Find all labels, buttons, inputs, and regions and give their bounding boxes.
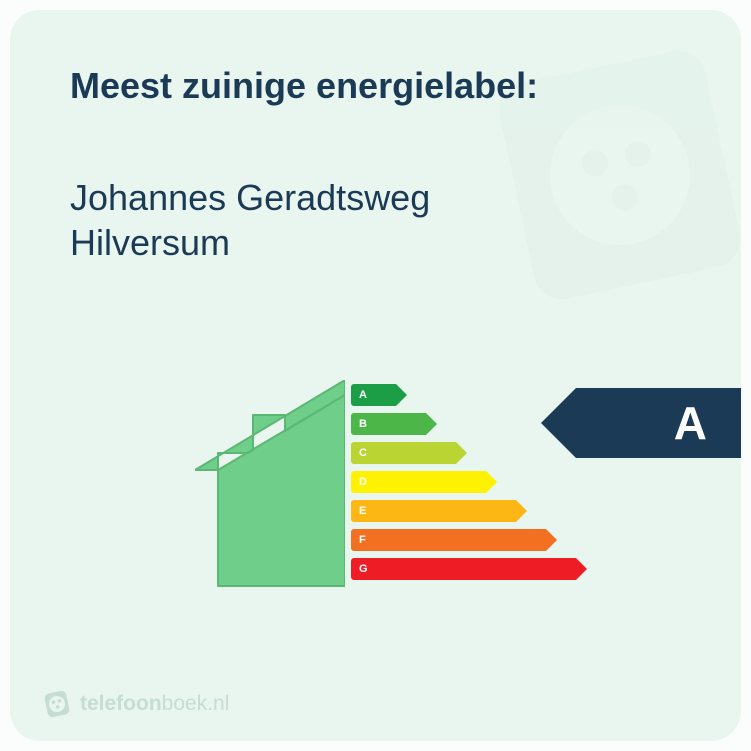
energy-bar-label: F	[359, 534, 366, 546]
energy-bar-f: F	[351, 529, 546, 551]
energy-bar-a: A	[351, 384, 396, 406]
footer-brand: telefoonboek.nl	[42, 689, 229, 719]
energy-bar-label: C	[359, 447, 367, 459]
energy-bar-d: D	[351, 471, 486, 493]
card-subtitle: Johannes GeradtswegHilversum	[70, 175, 430, 265]
rating-badge: A	[541, 388, 741, 458]
energy-bar-label: G	[359, 563, 368, 575]
energy-bar-g: G	[351, 558, 576, 580]
phonebook-icon	[39, 686, 75, 722]
energy-bar-c: C	[351, 442, 456, 464]
energy-bar-b: B	[351, 413, 426, 435]
energy-bar-label: D	[359, 476, 367, 488]
energy-bar-e: E	[351, 500, 516, 522]
footer-text: telefoonboek.nl	[80, 692, 229, 716]
energy-bar-label: A	[359, 389, 367, 401]
card-title: Meest zuinige energielabel:	[70, 65, 538, 107]
rating-label: A	[674, 396, 707, 450]
energy-chart: A B C D E F G	[195, 380, 576, 595]
house-icon	[195, 380, 345, 590]
energy-bar-label: E	[359, 505, 366, 517]
energy-bar-label: B	[359, 418, 367, 430]
